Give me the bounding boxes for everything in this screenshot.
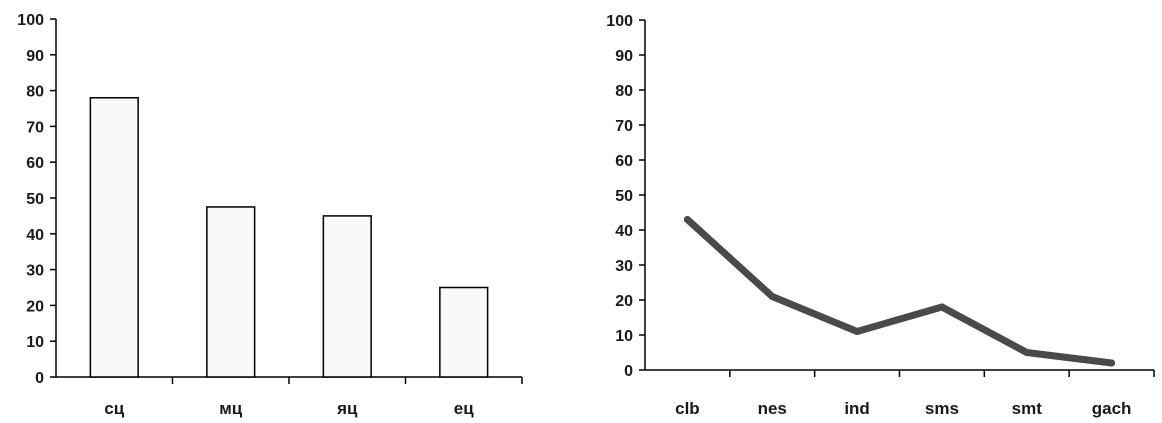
bar-сц bbox=[89, 97, 139, 378]
left-y-tick-label: 90 bbox=[26, 48, 44, 65]
left-y-tick-label: 60 bbox=[26, 155, 44, 172]
point-gach bbox=[1108, 359, 1116, 367]
bar-мц bbox=[206, 206, 256, 378]
right-y-tick-label: 70 bbox=[615, 118, 633, 135]
left-y-tick-label: 40 bbox=[26, 227, 44, 244]
right-x-tick-label: gach bbox=[1092, 399, 1132, 418]
point-ind bbox=[853, 328, 861, 335]
right-y-tick-label: 0 bbox=[624, 363, 633, 380]
right-x-tick-label: sms bbox=[925, 399, 959, 418]
left-y-tick-label: 30 bbox=[26, 263, 44, 280]
point-nes bbox=[768, 293, 776, 300]
right-y-tick-label: 20 bbox=[615, 293, 633, 310]
right-y-tick-label: 90 bbox=[615, 48, 633, 65]
point-smt bbox=[1023, 349, 1031, 356]
left-y-tick-label: 80 bbox=[26, 84, 44, 101]
right-y-tick-label: 40 bbox=[615, 223, 633, 240]
point-clb bbox=[683, 216, 691, 223]
left-x-tick-label: яц bbox=[336, 399, 358, 418]
left-x-tick-label: ец bbox=[454, 399, 474, 418]
right-y-tick-label: 30 bbox=[615, 258, 633, 275]
bar-яц bbox=[322, 215, 372, 378]
series-line bbox=[683, 216, 1116, 367]
right-y-tick-label: 100 bbox=[606, 13, 633, 30]
point-sms bbox=[938, 303, 946, 311]
right-x-tick-label: clb bbox=[675, 399, 700, 418]
left-x-tick-label: сц bbox=[104, 399, 124, 418]
right-x-tick-label: nes bbox=[758, 399, 787, 418]
right-y-tick-label: 50 bbox=[615, 188, 633, 205]
left-y-tick-label: 10 bbox=[26, 334, 44, 351]
line-chart: 0 10 20 30 40 50 60 70 80 90 100 clb nes ind sms smt gac… bbox=[606, 13, 1155, 418]
bar-chart: 0 10 20 30 40 50 60 70 80 90 100 сц мц яц ец bbox=[17, 12, 523, 418]
right-x-tick-label: smt bbox=[1012, 399, 1043, 418]
left-y-tick-label: 0 bbox=[35, 370, 44, 387]
right-y-tick-label: 80 bbox=[615, 83, 633, 100]
right-x-tick-label: ind bbox=[844, 399, 870, 418]
right-y-tick-label: 60 bbox=[615, 153, 633, 170]
left-y-tick-label: 100 bbox=[17, 12, 44, 29]
left-y-tick-label: 20 bbox=[26, 298, 44, 315]
bar-ец bbox=[439, 286, 489, 378]
left-x-tick-label: мц bbox=[219, 399, 243, 418]
left-y-tick-label: 50 bbox=[26, 191, 44, 208]
right-y-tick-label: 10 bbox=[615, 328, 633, 345]
left-y-tick-label: 70 bbox=[26, 119, 44, 136]
